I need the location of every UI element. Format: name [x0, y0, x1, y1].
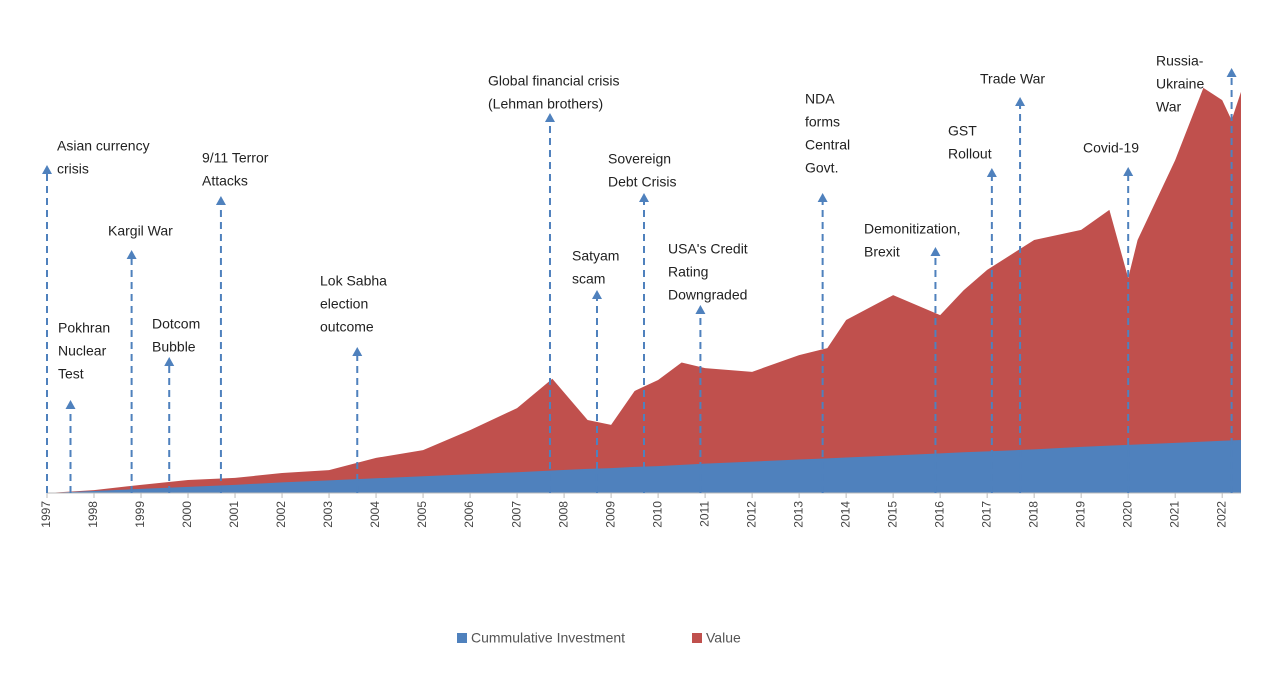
annotation-text: Brexit: [864, 243, 900, 259]
annotation-text: Central: [805, 136, 850, 152]
arrow-head: [986, 168, 997, 177]
arrow-head: [164, 357, 175, 366]
x-tick-label: 2003: [321, 501, 335, 528]
annotation-text: USA's Credit: [668, 240, 748, 256]
annotation-text: Russia-: [1156, 52, 1204, 68]
annotation-text: scam: [572, 270, 605, 286]
x-tick-label: 1999: [133, 501, 147, 528]
arrow-head: [42, 165, 52, 174]
x-tick-label: 2021: [1167, 501, 1181, 528]
annotation-text: Rating: [668, 263, 708, 279]
arrow-head: [1123, 167, 1134, 176]
x-tick-label: 2007: [509, 501, 523, 528]
x-tick-label: 2018: [1026, 501, 1040, 528]
arrow-head: [352, 347, 363, 356]
arrow-head: [1015, 97, 1026, 106]
annotation-text: election: [320, 295, 368, 311]
annotation-text: Ukraine: [1156, 75, 1204, 91]
annotation-text: Asian currency: [57, 137, 150, 153]
annotation-text: Lok Sabha: [320, 272, 387, 288]
x-tick-label: 2019: [1073, 501, 1087, 528]
x-tick-label: 2000: [180, 501, 194, 528]
x-tick-label: 2022: [1214, 501, 1228, 528]
arrow-head: [65, 400, 76, 409]
annotation-text: 9/11 Terror: [202, 149, 269, 165]
annotation-text: GST: [948, 122, 977, 138]
area: [47, 87, 1241, 493]
arrow-head: [126, 250, 137, 259]
arrow-head: [591, 290, 602, 299]
legend-swatch: [457, 633, 467, 643]
x-tick-label: 2014: [838, 501, 852, 528]
arrow-head: [817, 193, 828, 202]
annotation-text: Trade War: [980, 70, 1045, 86]
area: [47, 439, 1241, 493]
annotation-text: Kargil War: [108, 222, 173, 238]
x-tick-label: 2010: [650, 501, 664, 528]
x-tick-label: 1998: [86, 501, 100, 528]
x-tick-label: 2004: [368, 501, 382, 528]
annotation-text: Attacks: [202, 172, 248, 188]
annotation-text: Bubble: [152, 338, 196, 354]
annotation-text: Rollout: [948, 145, 992, 161]
x-tick-label: 2009: [603, 501, 617, 528]
arrow-head: [544, 113, 555, 122]
annotation-text: forms: [805, 113, 840, 129]
x-tick-label: 2013: [791, 501, 805, 528]
annotation-text: Test: [58, 365, 84, 381]
annotation-text: Pokhran: [58, 319, 110, 335]
arrow-head: [639, 193, 649, 202]
annotation-text: Satyam: [572, 247, 619, 263]
annotation-text: Dotcom: [152, 315, 200, 331]
annotation-text: Global financial crisis: [488, 72, 620, 88]
x-tick-label: 2016: [932, 501, 946, 528]
annotation-text: outcome: [320, 318, 374, 334]
legend-swatch: [692, 633, 702, 643]
arrow-head: [695, 305, 706, 314]
legend-label: Cummulative Investment: [471, 630, 625, 646]
x-tick-label: 2020: [1120, 501, 1134, 528]
arrow-head: [215, 196, 226, 205]
annotation-text: NDA: [805, 90, 835, 106]
x-tick-label: 2017: [979, 501, 993, 528]
legend-label: Value: [706, 630, 741, 646]
annotation-text: Nuclear: [58, 342, 107, 358]
annotation-text: Covid-19: [1083, 139, 1139, 155]
annotation-text: Demonitization,: [864, 220, 961, 236]
annotation-text: Sovereign: [608, 150, 671, 166]
x-tick-label: 2005: [415, 501, 429, 528]
annotation-text: Govt.: [805, 159, 838, 175]
x-tick-label: 1997: [39, 501, 53, 528]
x-tick-label: 2001: [227, 501, 241, 528]
annotation-text: Debt Crisis: [608, 173, 676, 189]
annotation-text: Downgraded: [668, 286, 747, 302]
x-tick-label: 2015: [885, 501, 899, 528]
x-tick-label: 2011: [697, 501, 711, 527]
x-tick-label: 2012: [744, 501, 758, 528]
x-tick-label: 2006: [462, 501, 476, 528]
annotation-text: (Lehman brothers): [488, 95, 603, 111]
arrow-head: [930, 247, 941, 256]
annotation-text: crisis: [57, 160, 89, 176]
x-tick-label: 2008: [556, 501, 570, 528]
annotation-text: War: [1156, 98, 1181, 114]
x-tick-label: 2002: [274, 501, 288, 528]
arrow-head: [1226, 68, 1237, 77]
